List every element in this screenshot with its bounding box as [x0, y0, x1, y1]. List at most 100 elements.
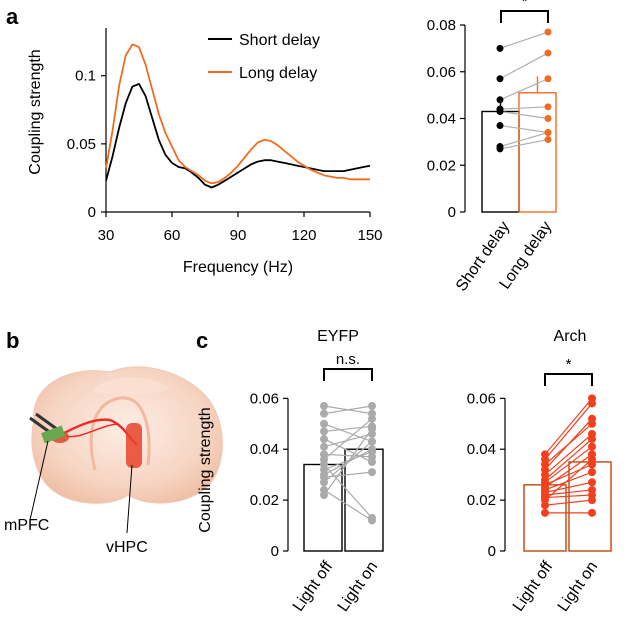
x-axis: 30 60 90 120 150 Frequency (Hz): [98, 211, 383, 276]
data-point: [496, 44, 504, 52]
vhpc-label: vHPC: [106, 539, 148, 556]
data-point: [320, 427, 328, 436]
data-point: [368, 401, 376, 410]
data-point: [588, 414, 596, 423]
pair-line: [323, 428, 373, 496]
data-point: [320, 478, 328, 487]
legend-long-delay: Long delay: [239, 65, 317, 82]
pair-line: [544, 403, 593, 460]
led-implant: [40, 425, 66, 444]
panel-label-c: c: [196, 328, 208, 353]
y-tick-label: 0.06: [467, 390, 496, 407]
y-axis: 0 0.02 0.04 0.06: [250, 390, 289, 560]
x-tick-label: 30: [98, 227, 115, 244]
data-point: [368, 516, 376, 525]
bracket-line: [323, 368, 373, 381]
x-ticks: 30 60 90 120 150: [98, 212, 383, 244]
pair-line: [499, 138, 549, 150]
data-point: [320, 491, 328, 500]
x-tick-label: 150: [357, 227, 382, 244]
y-tick-label: 0.04: [467, 441, 496, 458]
pair-line: [323, 489, 373, 521]
data-point: [588, 496, 596, 505]
pair-line: [323, 405, 373, 415]
data-point: [588, 442, 596, 451]
y-tick-label: 0.02: [467, 492, 496, 509]
data-point: [588, 399, 596, 408]
category-label: Light off: [290, 558, 337, 615]
pair-line: [544, 494, 593, 499]
data-point: [588, 468, 596, 477]
x-tick-label: 120: [291, 227, 316, 244]
significance-bracket: *: [500, 0, 549, 23]
bars: [481, 76, 557, 213]
pair-line: [323, 471, 373, 478]
y-tick-label: 0.04: [427, 111, 456, 128]
pair-line: [323, 418, 373, 460]
pair-line: [544, 458, 593, 501]
y-tick-label: 0.08: [427, 17, 456, 34]
pair-line: [323, 425, 373, 433]
vhpc-region: [126, 423, 142, 468]
eyfp-bar-chart: EYFP Coupling strength 0 0.02 0.04 0.06 n.s…: [197, 328, 384, 615]
pair-line: [499, 31, 549, 49]
data-point: [544, 49, 552, 57]
data-point: [541, 501, 549, 510]
hippocampus-outline: [89, 396, 151, 471]
data-point: [588, 435, 596, 444]
bracket-line: [500, 10, 549, 23]
arch-title: Arch: [554, 328, 587, 345]
y-tick-label: 0.1: [75, 68, 96, 85]
data-point: [320, 419, 328, 428]
x-tick-label: 90: [230, 227, 247, 244]
bar-light-on: [344, 448, 384, 552]
data-point: [368, 445, 376, 454]
pair-line: [499, 106, 549, 110]
pair-line: [544, 438, 593, 481]
y-axis-label: Coupling strength: [197, 407, 214, 532]
pair-line: [544, 471, 593, 491]
panel-label-a: a: [6, 4, 19, 29]
significance-bracket: n.s.: [323, 351, 373, 381]
pair-line: [323, 423, 373, 443]
mpfc-label: mPFC: [4, 517, 49, 534]
data-point: [588, 478, 596, 487]
bracket-line: [544, 373, 593, 386]
data-point: [320, 442, 328, 451]
pair-line: [544, 481, 593, 494]
category-label: Light on: [555, 559, 602, 615]
data-point: [496, 122, 504, 130]
paired-points: [541, 394, 596, 517]
data-point: [588, 455, 596, 464]
pair-line: [544, 499, 593, 506]
data-point: [544, 115, 552, 122]
eyfp-title: EYFP: [317, 328, 359, 345]
paired-points: [496, 28, 552, 153]
cortex-shade: [92, 377, 170, 394]
y-axis-label: Coupling strength: [27, 49, 44, 174]
y-tick-label: 0.06: [250, 390, 279, 407]
data-point: [588, 508, 596, 517]
pair-line: [323, 451, 373, 471]
data-point: [368, 468, 376, 477]
data-point: [496, 96, 504, 104]
x-tick-label: 60: [164, 227, 181, 244]
pair-line: [544, 433, 593, 476]
pair-line: [323, 453, 373, 458]
significance-label: *: [566, 356, 572, 373]
y-ticks: 0 0.05 0.1: [67, 68, 106, 221]
data-point: [496, 75, 504, 83]
series-line-long-delay: [105, 43, 370, 185]
pair-line: [499, 131, 549, 148]
y-axis: 0 0.02 0.04 0.06: [467, 390, 506, 560]
projection-pathway-2: [65, 423, 119, 438]
coupling-line-chart: 30 60 90 120 150 Frequency (Hz) 0 0.05 0.1 Cou…: [27, 28, 383, 276]
pair-line: [544, 418, 593, 470]
legend-short-delay: Short delay: [239, 32, 320, 49]
data-point: [544, 75, 552, 83]
panel-label-b: b: [6, 328, 19, 353]
